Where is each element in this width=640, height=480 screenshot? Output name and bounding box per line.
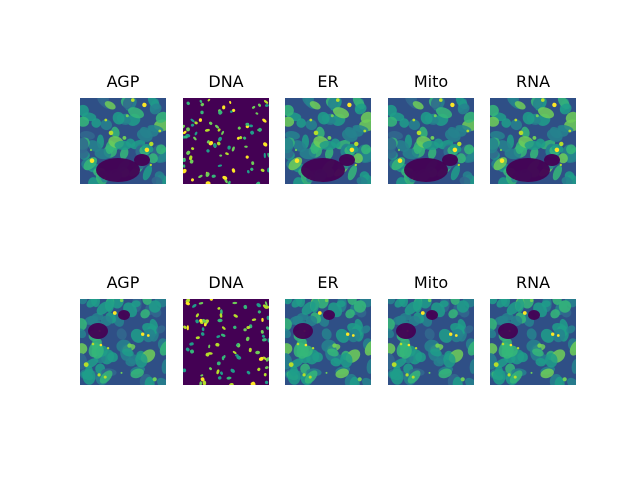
panel-rna-row2: RNA (490, 274, 576, 385)
cell-image-rna (490, 299, 576, 385)
cell-image-svg (80, 98, 166, 184)
cell-image-dna (183, 299, 269, 385)
cell-image-svg (388, 299, 474, 385)
cell-image-svg (183, 299, 269, 385)
cell-image-svg (388, 98, 474, 184)
panel-title: AGP (106, 72, 140, 91)
panel-mito-row2: Mito (388, 274, 474, 385)
panel-title: DNA (208, 72, 244, 91)
panel-agp-row2: AGP (80, 274, 166, 385)
panel-title: ER (317, 72, 339, 91)
cell-image-er (285, 299, 371, 385)
panel-er-row1: ER (285, 73, 371, 184)
panel-rna-row1: RNA (490, 73, 576, 184)
cell-image-mito (388, 299, 474, 385)
panel-mito-row1: Mito (388, 73, 474, 184)
panel-dna-row1: DNA (183, 73, 269, 184)
cell-image-agp (80, 98, 166, 184)
panel-title: ER (317, 273, 339, 292)
cell-image-agp (80, 299, 166, 385)
panel-dna-row2: DNA (183, 274, 269, 385)
panel-title: RNA (515, 273, 551, 292)
cell-image-svg (490, 98, 576, 184)
cell-image-mito (388, 98, 474, 184)
cell-image-svg (80, 299, 166, 385)
cell-image-dna (183, 98, 269, 184)
cell-image-svg (490, 299, 576, 385)
panel-title: AGP (106, 273, 140, 292)
panel-title: Mito (413, 273, 449, 292)
cell-image-svg (285, 299, 371, 385)
panel-agp-row1: AGP (80, 73, 166, 184)
cell-image-svg (183, 98, 269, 184)
cell-image-er (285, 98, 371, 184)
panel-title: Mito (413, 72, 449, 91)
panel-title: DNA (208, 273, 244, 292)
cell-image-svg (285, 98, 371, 184)
panel-er-row2: ER (285, 274, 371, 385)
cell-image-rna (490, 98, 576, 184)
panel-title: RNA (515, 72, 551, 91)
